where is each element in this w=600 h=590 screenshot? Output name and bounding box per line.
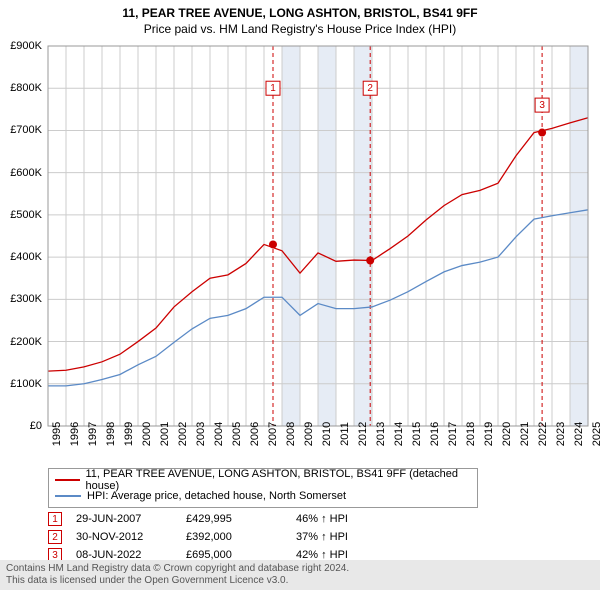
footer-line1: Contains HM Land Registry data © Crown c… [6, 563, 594, 575]
x-tick-label: 1999 [123, 422, 135, 446]
footer-line2: This data is licensed under the Open Gov… [6, 575, 594, 587]
x-tick-label: 2001 [159, 422, 171, 446]
x-tick-label: 2017 [447, 422, 459, 446]
event-marker: 1 [48, 512, 62, 526]
x-tick-label: 2022 [537, 422, 549, 446]
chart-container: 11, PEAR TREE AVENUE, LONG ASHTON, BRIST… [0, 0, 600, 590]
x-tick-label: 2006 [249, 422, 261, 446]
legend: 11, PEAR TREE AVENUE, LONG ASHTON, BRIST… [48, 468, 478, 508]
y-tick-label: £300K [0, 293, 42, 305]
footer: Contains HM Land Registry data © Crown c… [0, 560, 600, 590]
y-tick-label: £0 [0, 420, 42, 432]
x-tick-label: 2012 [357, 422, 369, 446]
x-tick-label: 2018 [465, 422, 477, 446]
x-tick-label: 2007 [267, 422, 279, 446]
y-tick-label: £900K [0, 40, 42, 52]
event-marker: 2 [48, 530, 62, 544]
title-line1: 11, PEAR TREE AVENUE, LONG ASHTON, BRIST… [0, 6, 600, 20]
x-tick-label: 2008 [285, 422, 297, 446]
title-line2: Price paid vs. HM Land Registry's House … [0, 22, 600, 36]
y-tick-label: £200K [0, 336, 42, 348]
legend-swatch [55, 495, 81, 497]
event-price: £429,995 [186, 513, 296, 525]
x-tick-label: 2014 [393, 422, 405, 446]
legend-label: HPI: Average price, detached house, Nort… [87, 490, 346, 502]
x-tick-label: 2023 [555, 422, 567, 446]
legend-label: 11, PEAR TREE AVENUE, LONG ASHTON, BRIST… [86, 468, 472, 492]
y-tick-label: £800K [0, 82, 42, 94]
event-date: 29-JUN-2007 [76, 513, 186, 525]
chart-plot-area: 1 2 3 [48, 46, 588, 426]
event-price: £392,000 [186, 531, 296, 543]
x-tick-label: 2005 [231, 422, 243, 446]
chart-svg: 1 2 3 [48, 46, 588, 426]
x-tick-label: 2004 [213, 422, 225, 446]
x-tick-label: 1998 [105, 422, 117, 446]
x-tick-label: 2002 [177, 422, 189, 446]
event-hpi: 46% ↑ HPI [296, 513, 396, 525]
x-tick-label: 2000 [141, 422, 153, 446]
y-axis-labels: £0£100K£200K£300K£400K£500K£600K£700K£80… [0, 46, 44, 426]
event-hpi: 37% ↑ HPI [296, 531, 396, 543]
x-tick-label: 2010 [321, 422, 333, 446]
y-tick-label: £400K [0, 251, 42, 263]
event-table: 1 29-JUN-2007£429,99546% ↑ HPI 2 30-NOV-201… [48, 510, 396, 564]
x-tick-label: 2015 [411, 422, 423, 446]
x-tick-label: 1997 [87, 422, 99, 446]
x-tick-label: 2025 [591, 422, 600, 446]
event-date: 30-NOV-2012 [76, 531, 186, 543]
title-block: 11, PEAR TREE AVENUE, LONG ASHTON, BRIST… [0, 0, 600, 38]
event-row: 1 29-JUN-2007£429,99546% ↑ HPI [48, 510, 396, 528]
x-tick-label: 2016 [429, 422, 441, 446]
svg-text:3: 3 [539, 100, 545, 111]
legend-swatch [55, 479, 80, 481]
x-tick-label: 2013 [375, 422, 387, 446]
x-tick-label: 2019 [483, 422, 495, 446]
x-tick-label: 2021 [519, 422, 531, 446]
legend-row: 11, PEAR TREE AVENUE, LONG ASHTON, BRIST… [55, 473, 471, 487]
x-tick-label: 2011 [339, 422, 351, 446]
event-row: 2 30-NOV-2012£392,00037% ↑ HPI [48, 528, 396, 546]
svg-text:1: 1 [270, 83, 276, 94]
x-tick-label: 2020 [501, 422, 513, 446]
x-axis-labels: 1995199619971998199920002001200220032004… [48, 430, 588, 470]
x-tick-label: 2024 [573, 422, 585, 446]
x-tick-label: 1995 [51, 422, 63, 446]
y-tick-label: £500K [0, 209, 42, 221]
x-tick-label: 1996 [69, 422, 81, 446]
y-tick-label: £100K [0, 378, 42, 390]
y-tick-label: £600K [0, 167, 42, 179]
svg-text:2: 2 [367, 83, 373, 94]
x-tick-label: 2003 [195, 422, 207, 446]
x-tick-label: 2009 [303, 422, 315, 446]
y-tick-label: £700K [0, 124, 42, 136]
